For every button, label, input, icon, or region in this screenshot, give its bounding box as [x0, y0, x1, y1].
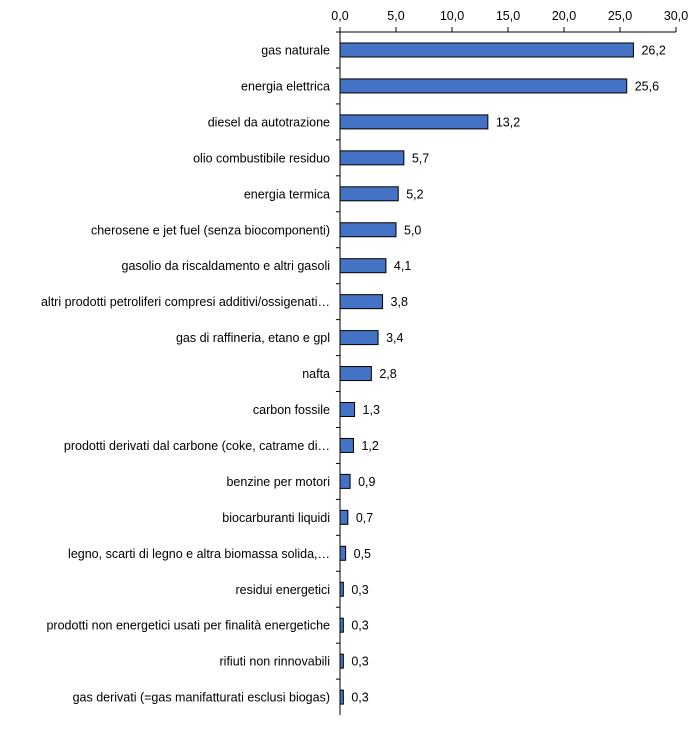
value-labels: 26,2 25,6 13,2 5,7 5,2 5,0 4,1 3,8 3,4 2,8 1,3 1,2 0…	[351, 44, 665, 705]
x-tick-label: 10,0	[440, 9, 464, 23]
data-label: 0,7	[356, 511, 373, 525]
data-label: 1,3	[363, 403, 380, 417]
data-label: 5,0	[404, 223, 421, 237]
x-tick-label: 15,0	[496, 9, 520, 23]
category-label: gas di raffineria, etano e gpl	[176, 331, 330, 345]
x-tick-label: 0,0	[331, 9, 348, 23]
data-label: 1,2	[361, 439, 378, 453]
bar	[339, 437, 354, 453]
x-tick-label: 25,0	[608, 9, 632, 23]
category-axis: gas naturale energia elettrica diesel da a…	[41, 31, 341, 716]
bar	[339, 258, 387, 274]
category-label: benzine per motori	[226, 475, 330, 489]
category-label: diesel da autotrazione	[208, 115, 330, 129]
data-label: 3,4	[386, 331, 403, 345]
bar	[339, 509, 349, 525]
bar	[339, 545, 347, 561]
x-axis: 0,0 5,0 10,0 15,0 20,0 25,0 30,0	[331, 9, 688, 33]
category-label: carbon fossile	[253, 403, 330, 417]
category-label: prodotti non energetici usati per finali…	[46, 619, 330, 633]
category-label: rifiuti non rinnovabili	[220, 655, 330, 669]
category-label: cherosene e jet fuel (senza biocomponent…	[91, 223, 330, 237]
bar	[339, 42, 634, 58]
x-tick-label: 5,0	[387, 9, 404, 23]
category-label: prodotti derivati dal carbone (coke, cat…	[64, 439, 330, 453]
category-label: biocarburanti liquidi	[222, 511, 330, 525]
category-label: residui energetici	[236, 583, 331, 597]
category-label: olio combustibile residuo	[193, 151, 330, 165]
bar	[339, 689, 344, 705]
bar	[339, 617, 344, 633]
data-label: 2,8	[379, 367, 396, 381]
bars	[339, 42, 634, 705]
data-label: 3,8	[391, 295, 408, 309]
bar	[339, 653, 344, 669]
x-tick-label: 30,0	[664, 9, 688, 23]
data-label: 25,6	[635, 79, 659, 93]
bar	[339, 473, 351, 489]
bar	[339, 114, 489, 130]
bar	[339, 402, 356, 417]
bar	[339, 222, 397, 238]
data-label: 5,7	[412, 151, 429, 165]
data-label: 0,5	[354, 547, 371, 561]
category-label: nafta	[302, 367, 330, 381]
category-label: gas naturale	[261, 44, 330, 58]
data-label: 0,3	[351, 655, 368, 669]
bar	[339, 78, 628, 94]
bar	[339, 581, 344, 597]
category-label: gas derivati (=gas manifatturati esclusi…	[73, 691, 330, 705]
category-label: altri prodotti petroliferi compresi addi…	[41, 295, 330, 309]
bar	[339, 330, 379, 346]
x-tick-label: 20,0	[552, 9, 576, 23]
data-label: 26,2	[641, 44, 665, 58]
data-label: 4,1	[394, 259, 411, 273]
bar	[339, 150, 405, 166]
category-label: legno, scarti di legno e altra biomassa …	[68, 547, 330, 561]
category-label: gasolio da riscaldamento e altri gasoli	[122, 259, 330, 273]
data-label: 5,2	[406, 187, 423, 201]
data-label: 0,3	[351, 583, 368, 597]
data-label: 13,2	[496, 115, 520, 129]
data-label: 0,3	[351, 619, 368, 633]
category-label: energia elettrica	[241, 79, 330, 93]
bar	[339, 186, 399, 202]
bar	[339, 366, 372, 382]
data-label: 0,3	[351, 691, 368, 705]
data-label: 0,9	[358, 475, 375, 489]
category-label: energia termica	[244, 187, 330, 201]
bar	[339, 294, 384, 310]
